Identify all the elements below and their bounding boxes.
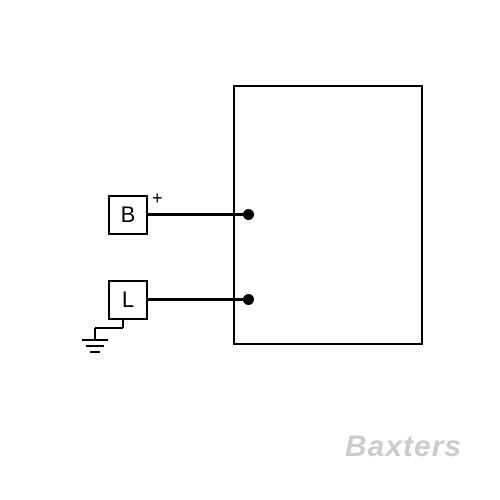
dot-l	[243, 294, 254, 305]
schematic-diagram: B + L Baxters	[0, 0, 500, 500]
dot-b	[243, 209, 254, 220]
terminal-b-label: B	[121, 202, 136, 228]
wire-b	[148, 213, 248, 216]
wire-l	[148, 298, 248, 301]
terminal-l-box: L	[108, 280, 148, 320]
watermark-text: Baxters	[345, 430, 462, 464]
ground-icon	[78, 320, 128, 370]
plus-symbol: +	[152, 188, 163, 209]
terminal-b-box: B	[108, 195, 148, 235]
main-component-box	[233, 85, 423, 345]
terminal-l-label: L	[122, 287, 134, 313]
